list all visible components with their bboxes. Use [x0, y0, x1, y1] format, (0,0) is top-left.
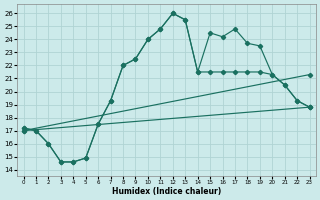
X-axis label: Humidex (Indice chaleur): Humidex (Indice chaleur): [112, 187, 221, 196]
